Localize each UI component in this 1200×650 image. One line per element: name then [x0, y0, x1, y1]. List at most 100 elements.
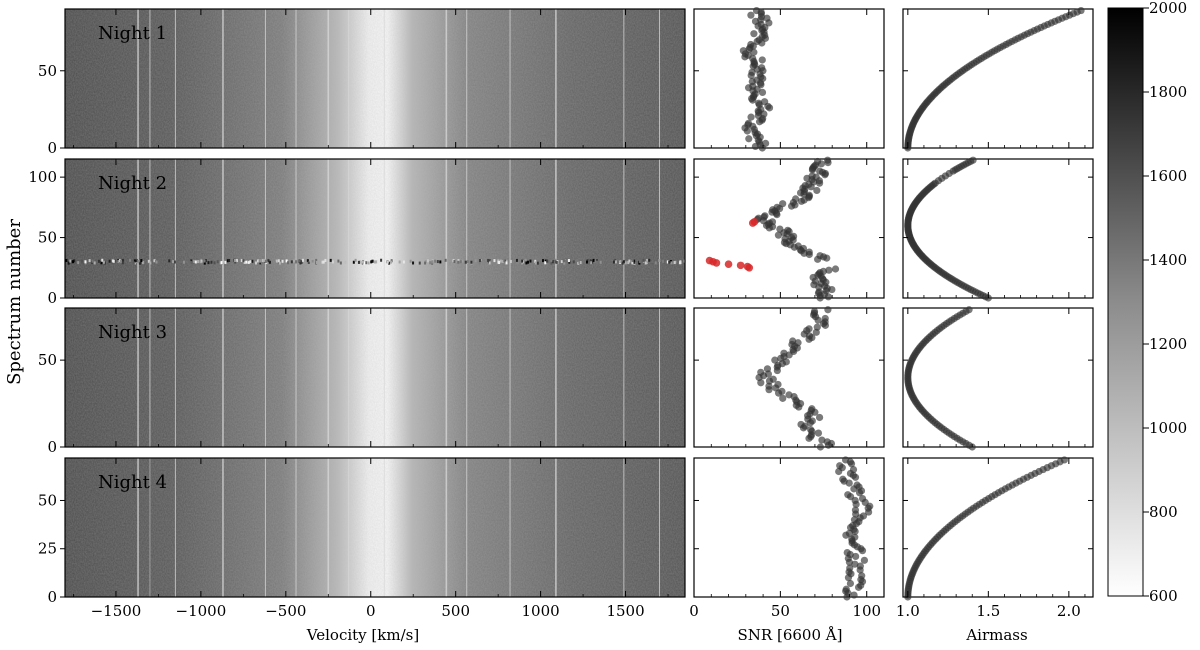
noisy-row-pixel: [103, 261, 106, 265]
noisy-row-pixel: [360, 260, 363, 264]
snr-point: [805, 248, 813, 256]
noisy-row-pixel: [70, 260, 73, 264]
noisy-row-pixel: [490, 260, 493, 264]
noisy-row-pixel: [339, 261, 342, 265]
noisy-row-pixel: [555, 260, 558, 264]
noisy-row-pixel: [654, 261, 657, 265]
snr-point: [858, 572, 866, 580]
noisy-row-pixel: [173, 260, 176, 264]
snr-point: [813, 157, 822, 166]
airmass-point: [1077, 6, 1085, 15]
snr-tick-label: 0: [689, 602, 699, 620]
snr-point: [761, 98, 769, 106]
snr-point: [813, 323, 821, 331]
noisy-row-pixel: [668, 260, 671, 264]
snr-point: [789, 232, 798, 240]
noisy-row-pixel: [439, 260, 442, 264]
noisy-row-pixel: [88, 259, 91, 263]
noisy-row-pixel: [578, 260, 581, 264]
snr-point: [842, 585, 850, 593]
snr-point: [831, 265, 840, 273]
noisy-row-pixel: [315, 258, 318, 262]
noisy-row-pixel: [644, 261, 647, 265]
noisy-row-pixel: [290, 260, 293, 264]
noisy-row-pixel: [254, 261, 257, 265]
noisy-row-pixel: [321, 260, 324, 264]
noisy-row-pixel: [388, 261, 391, 265]
snr-point: [752, 6, 761, 15]
noisy-row-pixel: [365, 261, 368, 265]
snr-point: [745, 135, 753, 143]
noisy-row-pixel: [529, 259, 532, 263]
noisy-row-pixel: [128, 258, 131, 262]
noisy-row-pixel: [67, 261, 70, 265]
noisy-row-pixel: [140, 259, 143, 263]
noisy-row-pixel: [315, 261, 318, 265]
night-1-velocity-panel: Night 1 0 50: [38, 8, 686, 157]
noisy-row-pixel: [199, 260, 202, 264]
velocity-tick-label: −1500: [91, 602, 142, 620]
noisy-row-pixel: [527, 260, 530, 264]
noisy-row-pixel: [640, 260, 643, 264]
snr-point: [763, 14, 771, 22]
noisy-row-pixel: [461, 259, 464, 263]
noisy-row-pixel: [416, 260, 419, 264]
noisy-row-pixel: [599, 260, 602, 264]
noisy-row-pixel: [534, 261, 537, 265]
noisy-row-pixel: [478, 261, 481, 265]
noisy-row-pixel: [642, 258, 645, 262]
snr-point: [758, 64, 766, 72]
noisy-row-pixel: [188, 260, 191, 264]
noisy-row-pixel: [121, 261, 124, 265]
noisy-row-pixel: [275, 259, 278, 263]
snr-point: [779, 200, 787, 208]
noisy-row-pixel: [117, 260, 120, 264]
snr-point: [807, 426, 815, 434]
night-4-airmass-panel: 1.0 1.5 2.0: [896, 456, 1094, 620]
noisy-row-pixel: [264, 259, 267, 263]
snr-point: [765, 382, 773, 390]
noisy-row-pixel: [93, 261, 96, 265]
night-4-velocity-panel: Night 4 0 25 50 −1500 −1000 −500 0 500 1000 1500: [38, 457, 686, 620]
snr-point: [773, 203, 781, 211]
noisy-row-pixel: [501, 259, 504, 263]
noisy-row-pixel: [534, 259, 537, 263]
noisy-row-pixel: [624, 261, 627, 265]
noisy-row-pixel: [478, 259, 481, 263]
noisy-row-pixel: [307, 260, 310, 264]
snr-point: [839, 475, 847, 483]
noisy-row-pixel: [287, 261, 290, 265]
snr-flagged-point: [745, 263, 754, 272]
noisy-row-pixel: [324, 258, 327, 262]
noisy-row-pixel: [246, 259, 249, 263]
noisy-row-pixel: [554, 260, 557, 264]
airmass-point: [969, 156, 977, 164]
snr-point: [813, 186, 821, 195]
noisy-row-pixel: [132, 261, 135, 265]
snr-point: [821, 314, 829, 323]
noisy-row-pixel: [455, 259, 458, 263]
noisy-row-pixel: [112, 259, 115, 263]
snr-point: [844, 491, 852, 499]
noisy-row-pixel: [536, 261, 539, 265]
noisy-row-pixel: [367, 261, 370, 265]
snr-point: [851, 506, 860, 514]
noisy-row-pixel: [370, 260, 373, 264]
noisy-row-pixel: [488, 259, 491, 263]
snr-point: [818, 436, 826, 444]
noisy-row-pixel: [524, 258, 527, 262]
noisy-row-pixel: [260, 261, 263, 265]
noisy-row-pixel: [102, 260, 105, 264]
noisy-row-pixel: [679, 261, 682, 265]
noisy-row-pixel: [516, 260, 519, 264]
noisy-row-pixel: [648, 258, 651, 262]
noisy-row-pixel: [499, 259, 502, 263]
y-tick-label: 100: [28, 168, 57, 186]
noisy-row-pixel: [544, 259, 547, 263]
noisy-row-pixel: [576, 258, 579, 262]
night-2-velocity-panel: Night 2 0 50 100: [28, 158, 686, 307]
snr-point: [860, 556, 868, 564]
snr-axis-label: SNR [6600 Å]: [738, 626, 843, 644]
noisy-row-pixel: [65, 258, 68, 262]
noisy-row-pixel: [247, 260, 250, 264]
